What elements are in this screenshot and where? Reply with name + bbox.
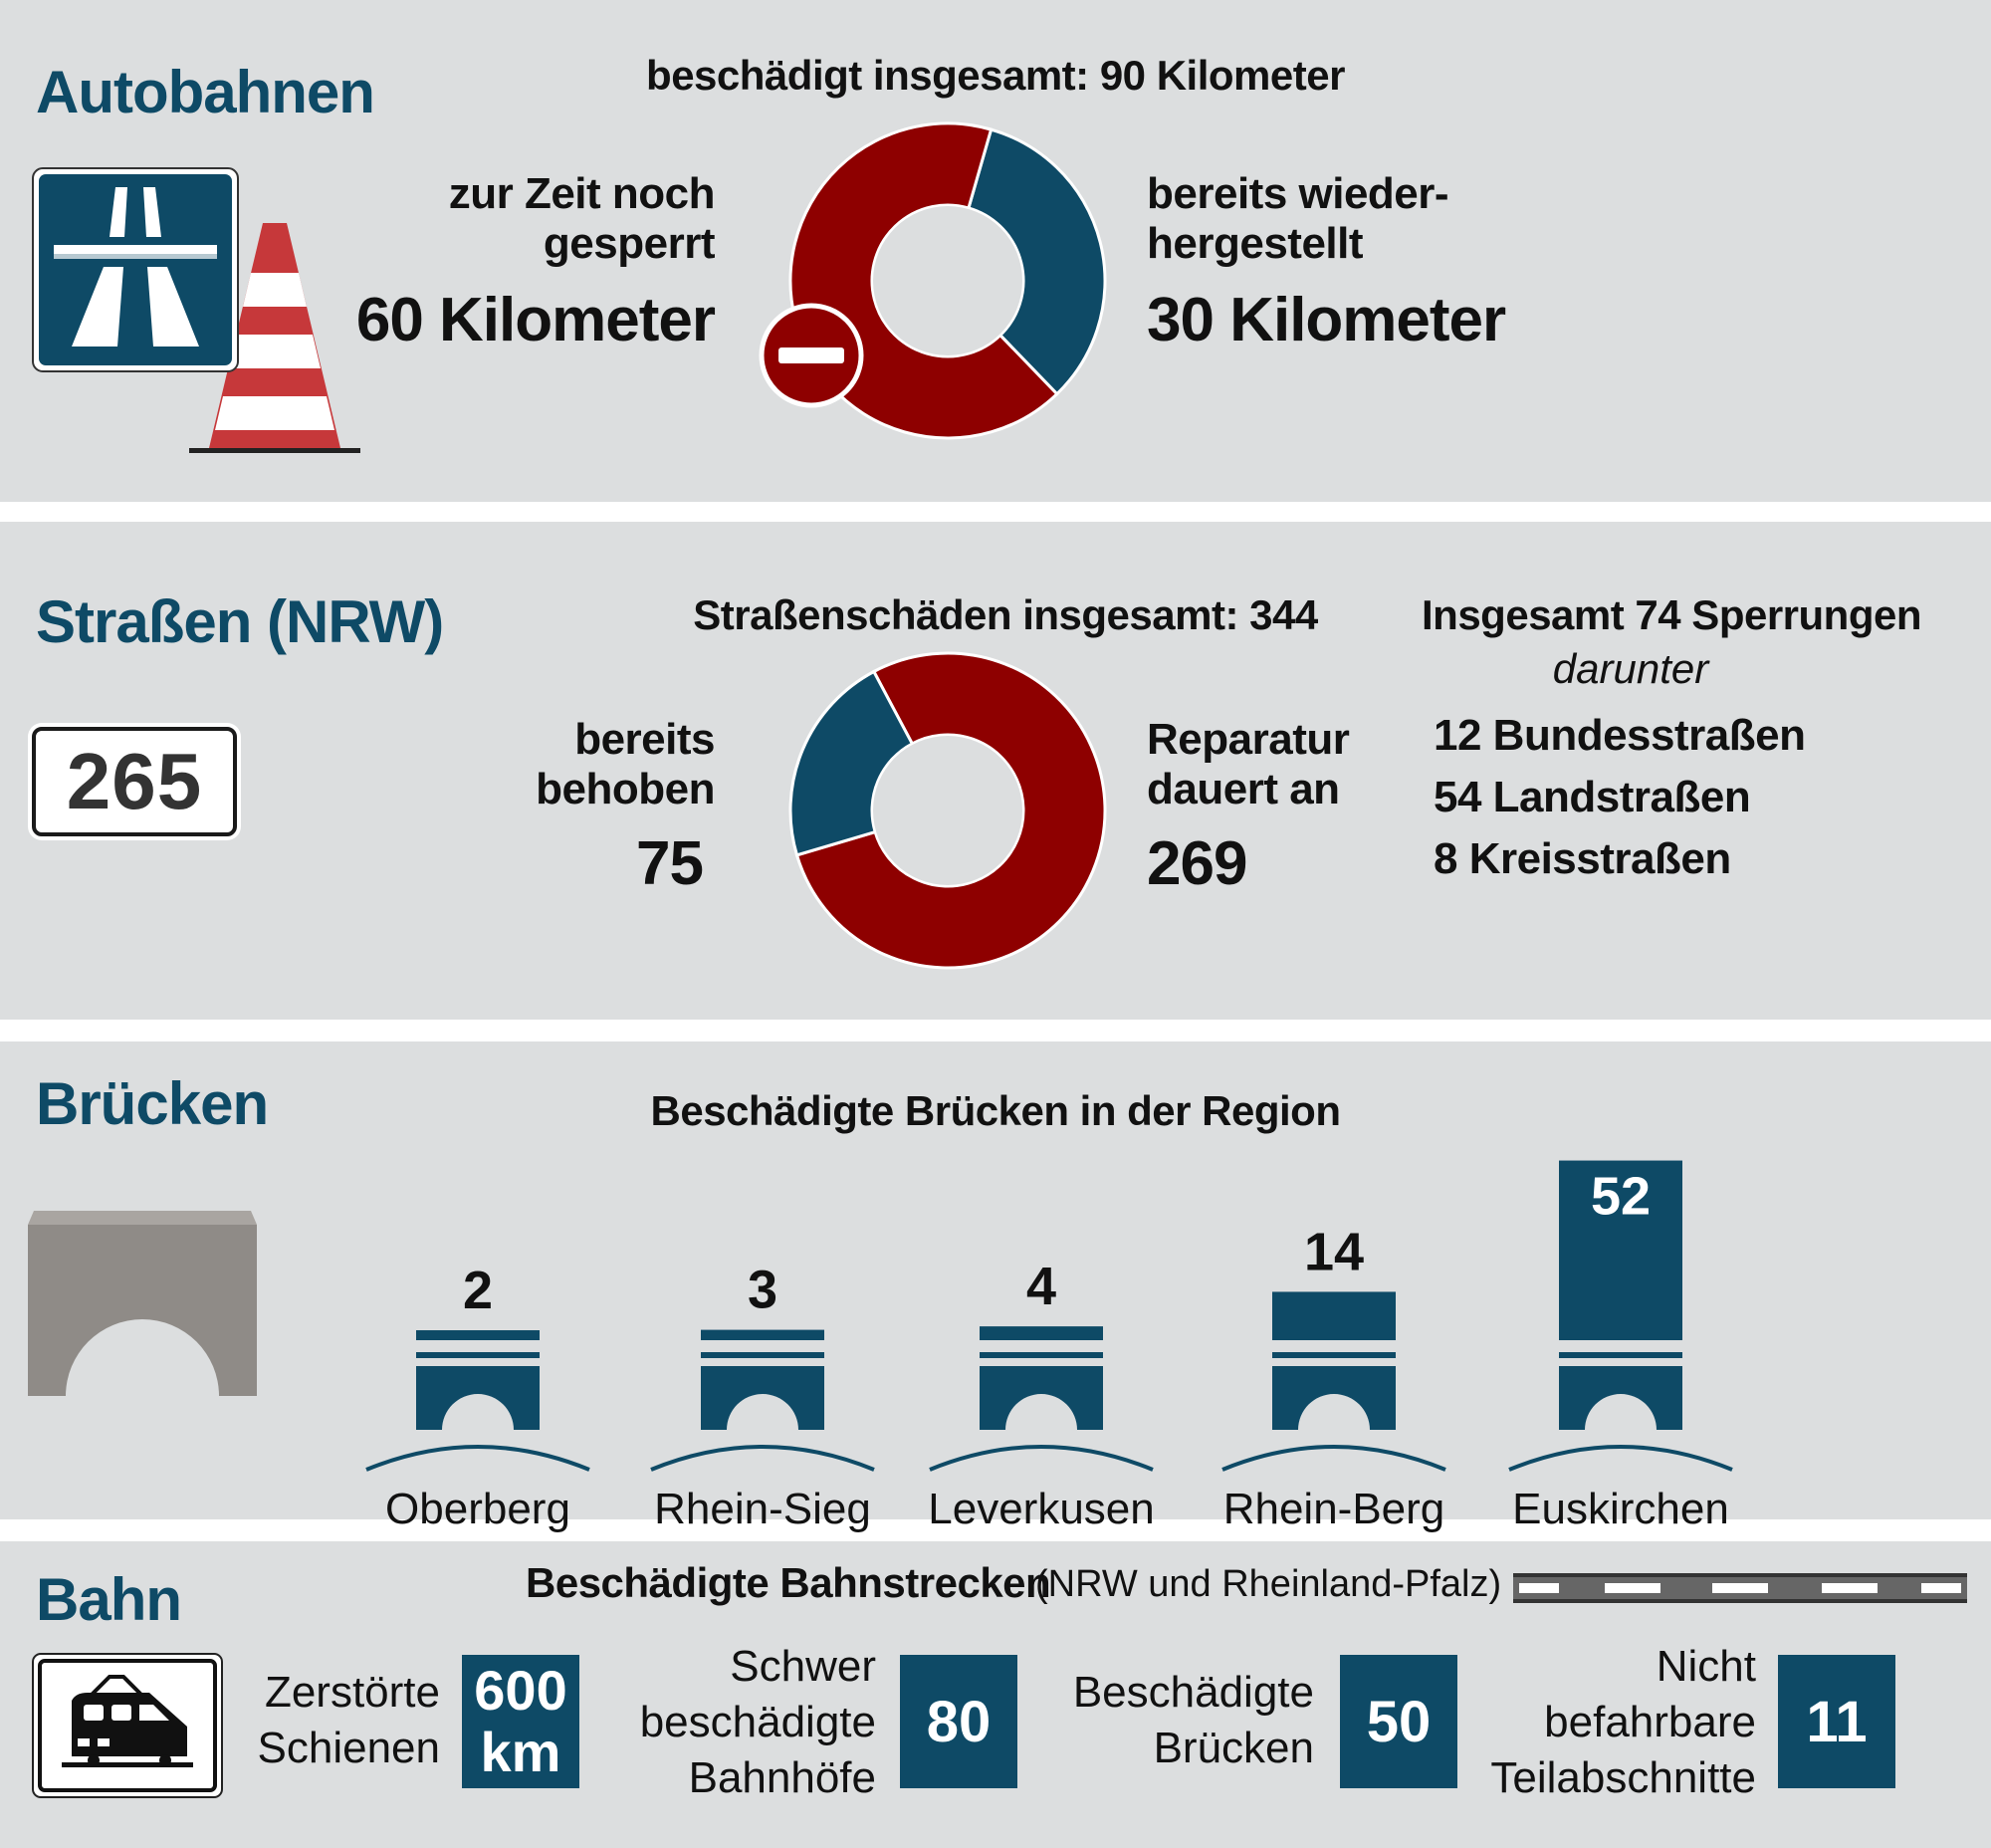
closure-item-bundesstrassen: 12 Bundesstraßen: [1434, 711, 1806, 760]
autobahn-donut: [788, 121, 1107, 440]
bar: [1272, 1291, 1396, 1340]
road-sign-number: 265: [66, 737, 203, 825]
strassen-left-label: bereits behoben: [536, 715, 715, 813]
bruecken-chart-title: Beschädigte Brücken in der Region: [650, 1087, 1342, 1134]
bahn-title: Bahn: [36, 1566, 182, 1633]
bar-value-label: 3: [748, 1261, 777, 1320]
bridge-icon: [28, 1211, 257, 1396]
bridge-bar-euskirchen: 52 Euskirchen: [1508, 1160, 1733, 1533]
donut-hole: [873, 206, 1022, 355]
traffic-cone-icon: [189, 223, 360, 453]
donut-slice-bereits-behoben: [788, 669, 915, 857]
category-label: Rhein-Berg: [1223, 1485, 1445, 1533]
donut-slice-bereits-wiederhergestellt: [967, 127, 1107, 396]
bahn-stat-box-bahnhoefe: 80: [900, 1655, 1017, 1788]
autobahn-right-value: 30 Kilometer: [1147, 286, 1506, 354]
bahn-chart-title: Beschädigte Bahnstrecken: [526, 1559, 1051, 1606]
autobahn-left-value: 60 Kilometer: [355, 286, 716, 354]
bar-value-label: 52: [1591, 1167, 1651, 1227]
category-label: Oberberg: [385, 1485, 570, 1533]
bahn-chart-subtitle: (NRW und Rheinland-Pfalz): [1035, 1563, 1502, 1605]
strassen-title: Straßen (NRW): [36, 588, 444, 655]
bar: [416, 1330, 540, 1340]
category-label: Euskirchen: [1512, 1485, 1729, 1533]
bahn-stat-label-teilabschnitte: Nicht befahrbare Teilabschnitte: [1490, 1642, 1756, 1802]
strassen-left-value: 75: [636, 829, 704, 898]
bahn-stat-box-schienen: 600 km: [462, 1655, 579, 1788]
category-label: Rhein-Sieg: [654, 1485, 871, 1533]
strassen-right-label: Reparatur dauert an: [1147, 715, 1350, 813]
strassen-chart-title: Straßenschäden insgesamt: 344: [693, 591, 1318, 638]
autobahn-sign-icon: [32, 167, 239, 372]
bruecken-panel: Brücken Beschädigte Brücken in der Regio…: [0, 1041, 1991, 1533]
bridge-bar-rhein-berg: 14 Rhein-Berg: [1221, 1222, 1446, 1533]
train-sign-icon: [32, 1653, 223, 1798]
bahn-stat-box-teilabschnitte: 11: [1778, 1655, 1895, 1788]
bridge-bar-rhein-sieg: 3 Rhein-Sieg: [650, 1261, 875, 1533]
closure-item-landstrassen: 54 Landstraßen: [1434, 773, 1751, 821]
donut-hole: [873, 736, 1022, 885]
donut-slice-reparatur-dauert-an: [794, 651, 1107, 970]
autobahn-right-label: bereits wieder- hergestellt: [1147, 169, 1449, 268]
bar: [701, 1329, 824, 1340]
bridge-bar-leverkusen: 4 Leverkusen: [928, 1257, 1154, 1533]
bahn-panel: Bahn Beschädigte Bahnstrecken (NRW und R…: [0, 1541, 1991, 1848]
strassen-donut: [788, 651, 1107, 970]
bruecken-title: Brücken: [36, 1070, 269, 1137]
autobahn-chart-title: beschädigt insgesamt: 90 Kilometer: [646, 52, 1345, 99]
closure-item-kreisstrassen: 8 Kreisstraßen: [1434, 834, 1731, 883]
bridge-bar-oberberg: 2 Oberberg: [365, 1261, 590, 1533]
autobahn-panel: Autobahnen beschädigt insgesamt: 90 Kilo…: [0, 0, 1991, 502]
autobahn-left-label: zur Zeit noch gesperrt: [448, 169, 716, 268]
road-sign: 265: [32, 727, 237, 836]
bahn-stat-label-bruecken: Beschädigte Brücken: [1072, 1668, 1314, 1772]
bahn-stat-label-schienen: Zerstörte Schienen: [257, 1668, 440, 1772]
closures-title: Insgesamt 74 Sperrungen: [1422, 591, 1922, 638]
bar-value-label: 14: [1304, 1222, 1364, 1281]
closures-sub: darunter: [1552, 645, 1709, 692]
bar: [1559, 1160, 1682, 1340]
rail-track-icon: [1513, 1573, 1967, 1603]
strassen-right-value: 269: [1147, 829, 1247, 898]
bahn-stat-box-bruecken: 50: [1340, 1655, 1457, 1788]
bar-value-label: 4: [1026, 1257, 1056, 1316]
bar: [980, 1326, 1103, 1340]
autobahn-title: Autobahnen: [36, 59, 375, 125]
category-label: Leverkusen: [928, 1485, 1154, 1533]
strassen-panel: Straßen (NRW) 265 Straßenschäden insgesa…: [0, 522, 1991, 1020]
no-entry-icon: [759, 303, 864, 408]
bridge-bar-chart: 2 Oberberg 3 Rhein-Sieg 4 Leverkusen 14 Rhein-B…: [365, 1160, 1733, 1533]
bahn-stat-label-bahnhoefe: Schwer beschädigte Bahnhöfe: [639, 1642, 876, 1802]
bar-value-label: 2: [463, 1261, 493, 1320]
